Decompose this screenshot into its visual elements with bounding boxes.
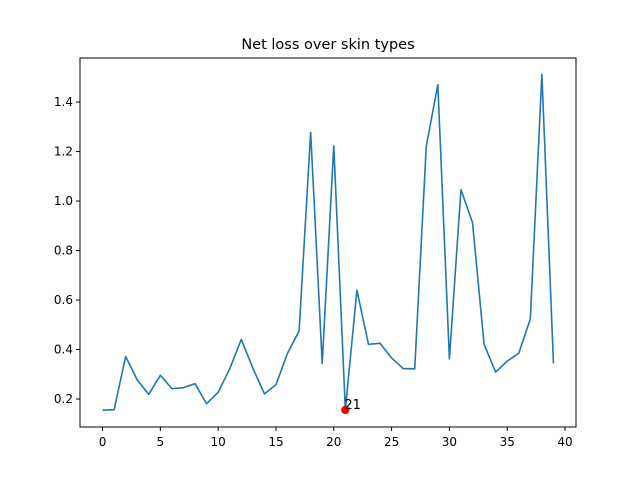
data-point [228, 367, 231, 370]
x-tick-label: 25 [384, 435, 399, 449]
y-tick-label: 1.4 [54, 95, 73, 109]
data-point [332, 144, 335, 147]
data-point [101, 409, 104, 412]
y-tick-label: 1.0 [54, 194, 73, 208]
data-point [436, 83, 439, 86]
y-tick-label: 1.2 [54, 145, 73, 159]
x-tick-label: 10 [211, 435, 226, 449]
x-tick-label: 0 [99, 435, 107, 449]
x-tick-label: 15 [268, 435, 283, 449]
data-point [425, 145, 428, 148]
data-point [274, 383, 277, 386]
data-point [240, 338, 243, 341]
x-tick-label: 40 [557, 435, 572, 449]
y-tick-label: 0.6 [54, 293, 73, 307]
x-tick-label: 5 [157, 435, 165, 449]
data-point [298, 329, 301, 332]
highlight-marker [341, 405, 350, 415]
data-point [124, 355, 127, 358]
data-point [194, 382, 197, 385]
data-point [552, 362, 555, 365]
data-point [483, 343, 486, 346]
data-point [286, 352, 289, 355]
y-axis: 0.2 0.4 0.6 0.8 1.0 1.2 1.4 [54, 95, 80, 406]
data-point [170, 387, 173, 390]
data-point [147, 393, 150, 396]
series-line [102, 73, 555, 411]
chart-title: Net loss over skin types [241, 37, 414, 53]
data-point [459, 188, 462, 191]
data-point [448, 357, 451, 360]
data-point [390, 356, 393, 359]
data-point [321, 362, 324, 365]
x-tick-label: 20 [326, 435, 341, 449]
data-point [413, 367, 416, 370]
y-tick-label: 0.8 [54, 244, 73, 258]
data-point [251, 367, 254, 370]
data-point [113, 408, 116, 411]
data-point [263, 392, 266, 395]
data-point [355, 289, 358, 292]
highlight-label: 21 [344, 398, 361, 413]
data-point [402, 367, 405, 370]
y-tick-label: 0.4 [54, 343, 73, 357]
data-point [506, 360, 509, 363]
data-point [159, 374, 162, 377]
data-point [205, 402, 208, 405]
data-point [540, 73, 543, 76]
data-point [136, 378, 139, 381]
data-point [217, 391, 220, 394]
data-point [529, 317, 532, 320]
x-tick-label: 30 [442, 435, 457, 449]
data-point [309, 131, 312, 134]
data-point [182, 386, 185, 389]
y-tick-label: 0.2 [54, 392, 73, 406]
data-point [379, 342, 382, 345]
data-point [517, 352, 520, 355]
data-point [367, 343, 370, 346]
plot-frame [79, 57, 577, 428]
data-point [471, 221, 474, 224]
x-axis: 0 5 10 15 20 25 30 35 40 [99, 427, 573, 449]
data-point [494, 371, 497, 374]
x-tick-label: 35 [500, 435, 515, 449]
